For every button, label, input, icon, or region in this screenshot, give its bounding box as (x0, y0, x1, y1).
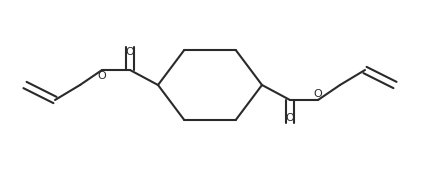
Text: O: O (314, 89, 322, 99)
Text: O: O (98, 71, 106, 81)
Text: O: O (126, 47, 134, 57)
Text: O: O (286, 113, 294, 123)
